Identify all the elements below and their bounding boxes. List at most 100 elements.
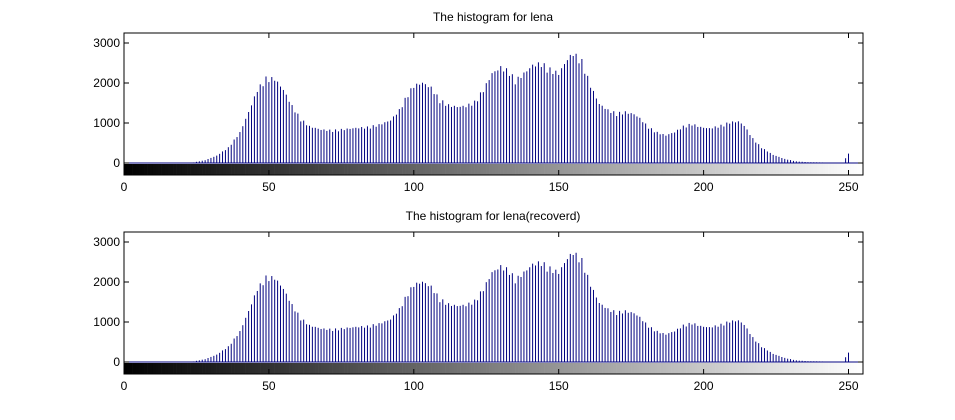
colorbar-cell: [419, 363, 423, 374]
colorbar-cell: [135, 164, 139, 175]
colorbar-cell: [390, 363, 394, 374]
colorbar-cell: [393, 164, 397, 175]
colorbar-cell: [532, 164, 536, 175]
colorbar-cell: [816, 164, 820, 175]
colorbar-cell: [503, 363, 507, 374]
colorbar-cell: [561, 363, 565, 374]
colorbar-cell: [344, 164, 348, 175]
y-tick-label: 3000: [93, 36, 120, 50]
colorbar-cell: [436, 363, 441, 374]
colorbar-cell: [196, 164, 200, 175]
colorbar-cell: [674, 164, 678, 175]
colorbar-cell: [784, 164, 788, 175]
colorbar-cell: [523, 164, 528, 175]
colorbar-cell: [332, 363, 336, 374]
colorbar-cell: [129, 164, 133, 175]
colorbar-cell: [625, 164, 629, 175]
colorbar-cell: [297, 164, 301, 175]
colorbar-cell: [210, 164, 215, 175]
colorbar-cell: [593, 363, 597, 374]
colorbar-cell: [271, 164, 275, 175]
colorbar-cell: [254, 164, 258, 175]
colorbar-cell: [787, 363, 791, 374]
colorbar-cell: [738, 164, 742, 175]
colorbar-cell: [271, 363, 275, 374]
colorbar-cell: [538, 164, 542, 175]
colorbar-cell: [619, 363, 623, 374]
colorbar-cell: [642, 164, 646, 175]
colorbar-cell: [263, 164, 267, 175]
colorbar-cell: [607, 363, 612, 374]
colorbar-cell: [738, 363, 742, 374]
colorbar-cell: [294, 363, 299, 374]
colorbar-cell: [668, 164, 672, 175]
colorbar-cell: [364, 164, 368, 175]
colorbar-cell: [587, 363, 591, 374]
colorbar-cell: [257, 164, 261, 175]
colorbar-cell: [642, 363, 646, 374]
colorbar-cell: [813, 164, 817, 175]
colorbar-cell: [323, 164, 328, 175]
histogram-panel-original: The histogram for lena 0 1000 2000 3000 0 50 1…: [93, 10, 867, 194]
colorbar-cell: [283, 164, 287, 175]
x-tick-label: 250: [838, 379, 858, 393]
colorbar-cell: [686, 164, 690, 175]
colorbar-cell: [205, 164, 209, 175]
colorbar-cell: [770, 363, 774, 374]
colorbar-cell: [529, 363, 533, 374]
colorbar-cell: [532, 363, 536, 374]
colorbar-cell: [138, 363, 142, 374]
colorbar-cell: [248, 164, 252, 175]
colorbar-cell: [700, 164, 704, 175]
colorbar-cell: [260, 363, 264, 374]
colorbar-cell: [854, 363, 858, 374]
colorbar-cell: [407, 164, 412, 175]
colorbar-cell: [807, 363, 812, 374]
colorbar-cell: [364, 363, 368, 374]
colorbar-cell: [715, 164, 719, 175]
colorbar-cell: [741, 363, 745, 374]
colorbar-cell: [509, 363, 513, 374]
colorbar-cell: [335, 164, 339, 175]
colorbar-cell: [431, 164, 435, 175]
colorbar-cell: [338, 164, 342, 175]
colorbar-cell: [210, 363, 215, 374]
colorbar-cell: [489, 363, 493, 374]
colorbar-cell: [222, 363, 226, 374]
colorbar-cell: [845, 363, 849, 374]
x-tick-label: 50: [262, 180, 276, 194]
colorbar-cell: [720, 164, 725, 175]
colorbar-cell: [280, 363, 284, 374]
colorbar-cell: [773, 164, 777, 175]
colorbar-cell: [396, 363, 400, 374]
colorbar-cell: [723, 363, 727, 374]
colorbar-cell: [735, 363, 739, 374]
colorbar-cell: [764, 164, 768, 175]
colorbar-cell: [833, 164, 838, 175]
colorbar-cell: [320, 363, 325, 374]
colorbar-cell: [735, 164, 739, 175]
colorbar-cell: [480, 363, 484, 374]
colorbar-cell: [303, 363, 307, 374]
colorbar-cell: [854, 164, 858, 175]
colorbar-cell: [749, 164, 754, 175]
colorbar-cell: [291, 164, 296, 175]
colorbar-cell: [570, 363, 574, 374]
colorbar-cell: [462, 363, 467, 374]
colorbar-cell: [410, 164, 415, 175]
colorbar-cell: [306, 363, 310, 374]
x-tick-label: 150: [549, 379, 569, 393]
colorbar-cell: [454, 164, 458, 175]
colorbar-cell: [497, 363, 501, 374]
x-tick-label: 0: [121, 180, 128, 194]
colorbar-cell: [277, 363, 281, 374]
colorbar-cell: [671, 363, 675, 374]
colorbar-cell: [431, 363, 435, 374]
colorbar-cell: [802, 363, 806, 374]
colorbar-cell: [149, 363, 154, 374]
colorbar-cell: [416, 164, 420, 175]
colorbar-cell: [155, 164, 159, 175]
colorbar-cell: [552, 363, 557, 374]
colorbar-cell: [442, 164, 446, 175]
colorbar-cell: [190, 363, 194, 374]
